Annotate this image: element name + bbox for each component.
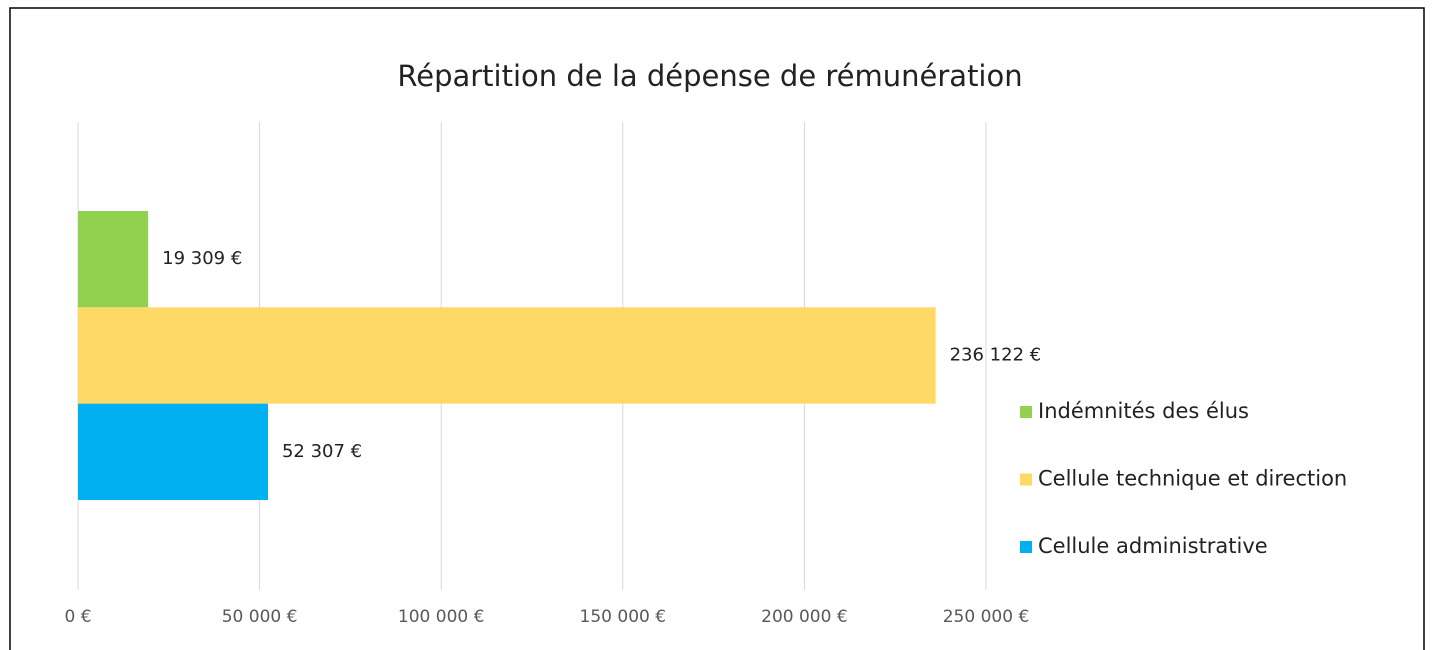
- chart-title: Répartition de la dépense de rémunératio…: [397, 59, 1022, 93]
- data-label: 19 309 €: [162, 248, 242, 269]
- x-tick-label: 200 000 €: [761, 607, 848, 627]
- bar: [78, 403, 268, 500]
- legend-label: Indémnités des élus: [1038, 399, 1249, 423]
- legend-label: Cellule administrative: [1038, 534, 1268, 558]
- data-label: 236 122 €: [950, 345, 1042, 366]
- x-tick-label: 250 000 €: [943, 607, 1030, 627]
- x-tick-label: 50 000 €: [222, 607, 298, 627]
- legend-label: Cellule technique et direction: [1038, 467, 1347, 491]
- x-tick-label: 100 000 €: [398, 607, 485, 627]
- legend-swatch: [1020, 473, 1032, 486]
- x-tick-label: 0 €: [64, 607, 91, 627]
- bar: [78, 211, 149, 308]
- x-tick-label: 150 000 €: [580, 607, 667, 627]
- legend-swatch: [1020, 406, 1032, 418]
- data-label: 52 307 €: [282, 441, 362, 462]
- legend-swatch: [1020, 541, 1032, 553]
- bar: [78, 307, 936, 404]
